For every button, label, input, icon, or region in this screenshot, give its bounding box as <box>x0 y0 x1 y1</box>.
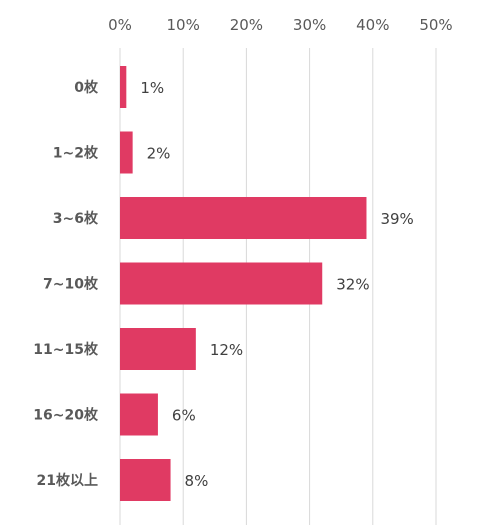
category-label: 3~6枚 <box>53 210 99 227</box>
bar <box>120 262 323 305</box>
x-tick-label: 50% <box>419 16 452 34</box>
category-label: 7~10枚 <box>43 276 99 293</box>
x-tick-labels: 0% 10% 20% 30% 40% 50% <box>108 16 453 34</box>
category-label: 16~20枚 <box>33 407 99 424</box>
bar <box>120 66 127 108</box>
bar <box>120 459 171 501</box>
x-tick-label: 30% <box>293 16 326 34</box>
data-label: 39% <box>380 210 413 228</box>
category-labels: 0枚 1~2枚 3~6枚 7~10枚 11~15枚 16~20枚 21枚以上 <box>33 79 99 489</box>
data-labels: 1% 2% 39% 32% 12% 6% 8% <box>140 79 414 490</box>
data-label: 8% <box>185 472 209 490</box>
bar <box>120 131 133 174</box>
category-label: 1~2枚 <box>53 145 99 162</box>
x-tick-label: 0% <box>108 16 132 34</box>
bar <box>120 328 196 370</box>
category-label: 21枚以上 <box>37 472 98 489</box>
category-label: 11~15枚 <box>33 341 99 358</box>
data-label: 32% <box>336 276 369 294</box>
x-tick-label: 20% <box>230 16 263 34</box>
data-label: 1% <box>140 79 164 97</box>
x-tick-label: 10% <box>167 16 200 34</box>
category-label: 0枚 <box>74 79 99 96</box>
x-tick-label: 40% <box>356 16 389 34</box>
data-label: 6% <box>172 407 196 425</box>
bars <box>120 66 367 501</box>
bar <box>120 197 367 239</box>
bar <box>120 393 158 436</box>
data-label: 2% <box>147 145 171 163</box>
data-label: 12% <box>210 341 243 359</box>
